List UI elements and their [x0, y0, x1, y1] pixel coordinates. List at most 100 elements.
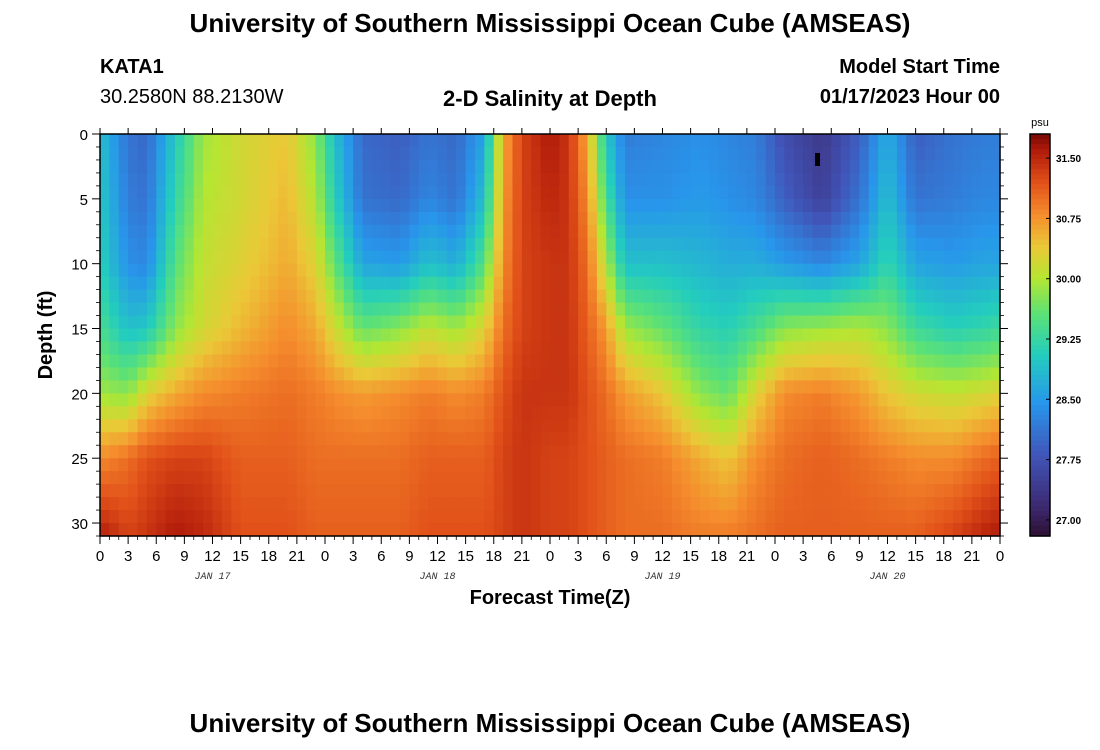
heatmap-cell [812, 367, 823, 381]
heatmap-cell [503, 185, 514, 200]
heatmap-cell [803, 328, 814, 343]
heatmap-cell [390, 445, 401, 459]
heatmap-cell [334, 458, 345, 472]
heatmap-cell [137, 237, 148, 252]
heatmap-cell [240, 185, 251, 200]
x-tick-label: 21 [289, 548, 306, 565]
heatmap-cell [690, 276, 701, 291]
heatmap-cell [184, 341, 195, 356]
heatmap-cell [456, 302, 467, 317]
heatmap-cell [484, 341, 495, 356]
heatmap-cell [128, 328, 139, 343]
heatmap-cell [728, 185, 739, 200]
heatmap-cell [700, 471, 710, 485]
heatmap-cell [550, 224, 560, 239]
heatmap-cell [146, 497, 157, 511]
heatmap-cell [578, 237, 589, 252]
heatmap-cell [850, 237, 860, 252]
heatmap-cell [559, 497, 570, 511]
heatmap-cell [390, 406, 401, 420]
heatmap-cell [493, 146, 504, 161]
heatmap-cell [906, 510, 917, 524]
heatmap-cell [559, 406, 570, 420]
heatmap-cell [540, 185, 551, 200]
heatmap-cell [934, 510, 945, 524]
heatmap-cell [165, 302, 176, 317]
heatmap-cell [784, 367, 795, 381]
heatmap-cell [221, 354, 232, 369]
heatmap-cell [175, 185, 185, 200]
heatmap-cell [840, 471, 851, 485]
heatmap-cell [625, 484, 635, 498]
heatmap-cell [362, 510, 373, 524]
heatmap-cell [362, 302, 373, 317]
heatmap-cell [700, 354, 710, 369]
heatmap-cell [531, 510, 542, 524]
heatmap-cell [400, 237, 410, 252]
colorbar-segment [1030, 380, 1050, 386]
heatmap-cell [831, 419, 842, 433]
heatmap-cell [896, 419, 907, 433]
heatmap-cell [784, 471, 795, 485]
heatmap-cell [296, 302, 307, 317]
heatmap-cell [625, 367, 635, 381]
heatmap-cell [906, 367, 917, 381]
heatmap-cell [418, 419, 429, 433]
heatmap-cell [512, 224, 523, 239]
heatmap-cell [306, 367, 317, 381]
heatmap-cell [165, 458, 176, 472]
heatmap-cell [821, 341, 832, 356]
heatmap-cell [531, 250, 542, 265]
colorbar-segment [1030, 460, 1050, 467]
heatmap-cell [165, 510, 176, 524]
heatmap-cell [812, 471, 823, 485]
heatmap-cell [315, 211, 326, 226]
heatmap-cell [559, 224, 570, 239]
heatmap-cell [606, 263, 617, 278]
heatmap-cell [990, 146, 1001, 161]
heatmap-cell [146, 263, 157, 278]
heatmap-cell [390, 471, 401, 485]
heatmap-cell [240, 497, 251, 511]
heatmap-cell [634, 185, 645, 200]
heatmap-cell [568, 237, 579, 252]
heatmap-cell [568, 510, 579, 524]
heatmap-cell [746, 263, 757, 278]
heatmap-cell [559, 172, 570, 187]
heatmap-cell [371, 211, 382, 226]
heatmap-cell [793, 367, 804, 381]
heatmap-cell [456, 263, 467, 278]
heatmap-cell [287, 471, 298, 485]
heatmap-cell [418, 393, 429, 407]
heatmap-cell [278, 471, 289, 485]
heatmap-cell [634, 289, 645, 304]
heatmap-cell [493, 432, 504, 446]
heatmap-cell [334, 224, 345, 239]
heatmap-cell [821, 380, 832, 394]
heatmap-cell [184, 367, 195, 381]
heatmap-cell [606, 302, 617, 317]
heatmap-cell [296, 510, 307, 524]
heatmap-cell [746, 523, 757, 537]
heatmap-cell [653, 237, 664, 252]
heatmap-cell [728, 393, 739, 407]
heatmap-cell [165, 419, 176, 433]
heatmap-cell [840, 510, 851, 524]
heatmap-cell [615, 211, 626, 226]
heatmap-cell [578, 380, 589, 394]
heatmap-cell [887, 263, 898, 278]
heatmap-cell [653, 224, 664, 239]
heatmap-cell [400, 341, 410, 356]
heatmap-cell [118, 328, 129, 343]
colorbar-segment [1030, 219, 1050, 226]
heatmap-cell [128, 237, 139, 252]
heatmap-cell [756, 302, 767, 317]
heatmap-cell [175, 432, 185, 446]
heatmap-cell [896, 393, 907, 407]
heatmap-cell [268, 185, 279, 200]
heatmap-cell [690, 172, 701, 187]
heatmap-cell [775, 289, 785, 304]
heatmap-cell [625, 276, 635, 291]
heatmap-cell [775, 471, 785, 485]
heatmap-cell [250, 445, 260, 459]
